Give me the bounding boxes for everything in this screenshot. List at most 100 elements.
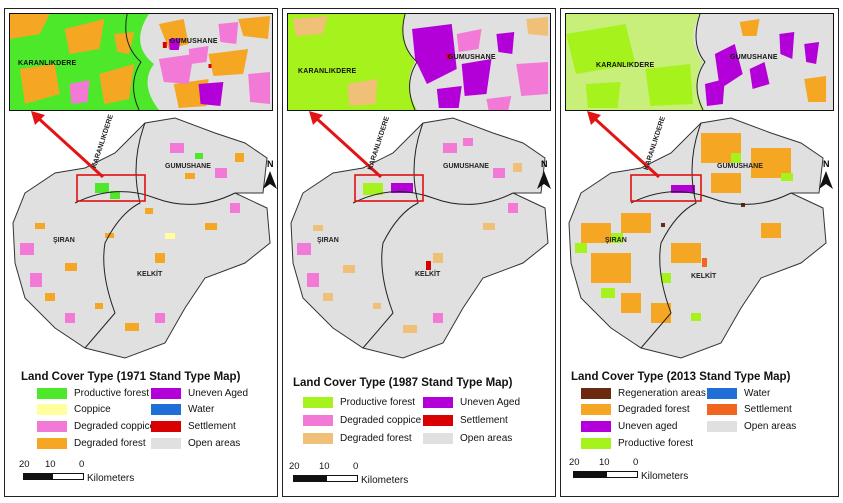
scale-tick-0: 0	[353, 461, 359, 472]
scale-bar: 20 10 0 Kilometers	[19, 459, 159, 489]
zoom-extent-box	[630, 174, 702, 202]
legend-swatch	[151, 420, 181, 432]
scale-tick-0: 0	[633, 457, 639, 468]
legend-item: Productive forest	[303, 396, 415, 408]
inset-label-gumushane: GUMUSHANE	[170, 38, 218, 45]
legend-swatch	[707, 403, 737, 415]
zoom-inset-map: KARANLIKDERE GUMUSHANE	[287, 13, 551, 111]
map-panel-2013: KARANLIKDERE GUMUSHANE KARANLIKDERE GUMU…	[560, 8, 839, 497]
legend-item: Regeneration areas	[581, 387, 706, 399]
legend-swatch	[423, 432, 453, 444]
legend-item: Open areas	[423, 432, 512, 444]
legend-swatch	[707, 387, 737, 399]
scale-bar: 20 10 0 Kilometers	[289, 461, 429, 491]
zoom-inset-map: KARANLIKDERE GUMUSHANE	[565, 13, 834, 111]
scale-tick-0: 0	[79, 459, 85, 470]
legend-item: Open areas	[707, 420, 796, 432]
legend-item: Productive forest	[37, 387, 149, 399]
legend-item: Uneven Aged	[423, 396, 520, 408]
legend-item: Productive forest	[581, 437, 693, 449]
legend-swatch	[707, 420, 737, 432]
legend-label: Settlement	[744, 403, 792, 415]
legend-label: Degraded coppice	[74, 420, 156, 432]
legend-swatch	[151, 437, 181, 449]
map-label-siran: ŞIRAN	[317, 237, 339, 244]
map-label-kelkit: KELKİT	[691, 273, 717, 280]
legend-label: Regeneration areas	[618, 387, 706, 399]
legend-item: Degraded forest	[37, 437, 146, 449]
map-label-gumushane: GUMUSHANE	[165, 163, 211, 170]
legend-item: Degraded coppice	[37, 420, 155, 432]
legend-item: Degraded coppice	[303, 414, 421, 426]
map-panel-1971: KARANLIKDERE GUMUSHANE KARANLIKDERE GUMU…	[4, 8, 278, 497]
scale-units: Kilometers	[87, 473, 135, 484]
legend-item: Uneven Aged	[151, 387, 248, 399]
north-arrow: N	[537, 159, 553, 189]
inset-label-karanlikdere: KARANLIKDERE	[596, 62, 655, 69]
map-label-siran: ŞIRAN	[605, 237, 627, 244]
legend-label: Open areas	[460, 432, 513, 444]
legend-item: Settlement	[151, 420, 236, 432]
legend-title: Land Cover Type (1987 Stand Type Map)	[293, 377, 513, 389]
inset-label-karanlikdere: KARANLIKDERE	[298, 68, 357, 75]
legend-title: Land Cover Type (2013 Stand Type Map)	[571, 371, 791, 383]
legend-item: Uneven aged	[581, 420, 678, 432]
zoom-pointer-arrow	[587, 111, 661, 179]
zoom-extent-box	[354, 174, 424, 202]
scale-tick-20: 20	[569, 457, 580, 468]
zoom-extent-box	[76, 174, 146, 202]
legend-label: Degraded coppice	[340, 414, 422, 426]
inset-label-gumushane: GUMUSHANE	[448, 54, 496, 61]
legend-title: Land Cover Type (1971 Stand Type Map)	[21, 371, 241, 383]
zoom-pointer-arrow	[31, 111, 105, 179]
north-label: N	[267, 159, 274, 169]
scale-bar: 20 10 0 Kilometers	[569, 457, 709, 487]
legend-label: Open areas	[744, 420, 797, 432]
legend-label: Settlement	[460, 414, 508, 426]
legend-swatch	[581, 403, 611, 415]
legend-swatch	[37, 403, 67, 415]
inset-landcover-image	[288, 14, 550, 110]
legend-swatch	[581, 387, 611, 399]
scale-units: Kilometers	[641, 471, 689, 482]
scale-tick-10: 10	[45, 459, 56, 470]
scale-tick-10: 10	[599, 457, 610, 468]
legend-item: Coppice	[37, 403, 111, 415]
legend-label: Water	[188, 403, 215, 415]
map-label-kelkit: KELKİT	[415, 271, 441, 278]
legend-item: Open areas	[151, 437, 240, 449]
legend-swatch	[581, 437, 611, 449]
map-label-gumushane: GUMUSHANE	[443, 163, 489, 170]
legend-swatch	[303, 396, 333, 408]
legend-swatch	[37, 387, 67, 399]
legend-label: Water	[744, 387, 771, 399]
map-label-gumushane: GUMUSHANE	[717, 163, 763, 170]
legend-item: Degraded forest	[581, 403, 690, 415]
legend-label: Coppice	[74, 403, 111, 415]
legend-item: Degraded forest	[303, 432, 412, 444]
north-label: N	[823, 159, 830, 169]
inset-landcover-image	[566, 14, 833, 110]
zoom-pointer-arrow	[309, 111, 383, 179]
legend-label: Degraded forest	[618, 403, 690, 415]
legend-swatch	[151, 403, 181, 415]
zoom-inset-map: KARANLIKDERE GUMUSHANE	[9, 13, 273, 111]
scale-tick-20: 20	[289, 461, 300, 472]
legend-swatch	[37, 420, 67, 432]
province-map	[290, 117, 549, 359]
legend-swatch	[423, 396, 453, 408]
legend-label: Degraded forest	[340, 432, 412, 444]
inset-landcover-image	[10, 14, 272, 110]
scale-units: Kilometers	[361, 475, 409, 486]
legend-label: Uneven Aged	[188, 387, 249, 399]
legend-swatch	[303, 432, 333, 444]
legend-label: Open areas	[188, 437, 241, 449]
legend-item: Settlement	[707, 403, 792, 415]
legend-label: Uneven aged	[618, 420, 678, 432]
legend-swatch	[151, 387, 181, 399]
legend-swatch	[581, 420, 611, 432]
legend-swatch	[37, 437, 67, 449]
legend-label: Productive forest	[74, 387, 150, 399]
inset-label-karanlikdere: KARANLIKDERE	[18, 60, 77, 67]
north-arrow: N	[819, 159, 835, 189]
